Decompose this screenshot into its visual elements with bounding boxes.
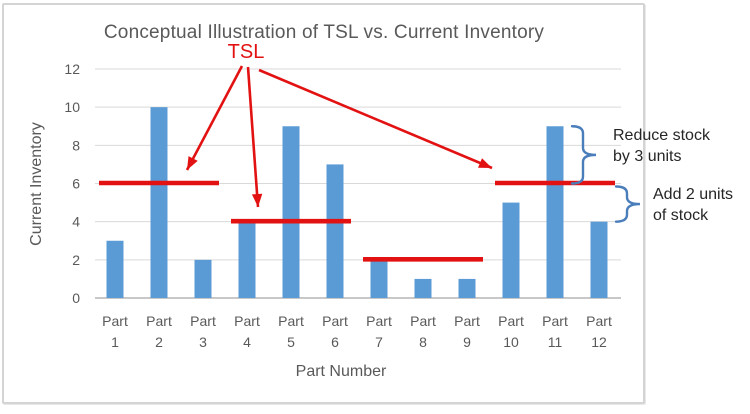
y-tick-label-8: 8 bbox=[72, 137, 80, 153]
x-tick-label-4-num: 4 bbox=[243, 334, 251, 350]
x-tick-label-1-word: Part bbox=[102, 313, 128, 329]
x-tick-label-2-num: 2 bbox=[155, 334, 163, 350]
annotation-brace-1 bbox=[570, 125, 597, 185]
bar-part-8 bbox=[414, 278, 432, 298]
y-tick-label-10: 10 bbox=[64, 99, 80, 115]
x-tick-label-2-word: Part bbox=[146, 313, 172, 329]
annotation-add-line1: Add 2 units bbox=[653, 186, 734, 203]
annotation-reduce-stock: Reduce stock by 3 units bbox=[613, 125, 710, 167]
bar-part-2 bbox=[150, 107, 168, 299]
annotation-brace-2 bbox=[614, 185, 641, 223]
y-tick-label-12: 12 bbox=[64, 61, 80, 77]
y-axis-title: Current Inventory bbox=[28, 122, 45, 246]
chart-frame bbox=[2, 3, 645, 404]
x-tick-label-12-word: Part bbox=[586, 313, 612, 329]
x-tick-label-9-num: 9 bbox=[463, 334, 471, 350]
x-tick-label-7-word: Part bbox=[366, 313, 392, 329]
bar-part-5 bbox=[282, 126, 300, 298]
x-tick-label-8-word: Part bbox=[410, 313, 436, 329]
y-tick-label-2: 2 bbox=[72, 252, 80, 268]
tsl-arrow-3-shaft bbox=[258, 68, 493, 170]
annotation-add-line2: of stock bbox=[653, 207, 709, 224]
bar-part-12 bbox=[590, 221, 608, 298]
bar-part-1 bbox=[106, 240, 124, 298]
bar-part-6 bbox=[326, 164, 344, 298]
tsl-arrow-2-shaft bbox=[246, 66, 260, 208]
x-tick-label-3-word: Part bbox=[190, 313, 216, 329]
tsl-callout-label: TSL bbox=[227, 41, 265, 63]
x-tick-label-7-num: 7 bbox=[375, 334, 383, 350]
x-tick-label-4-word: Part bbox=[234, 313, 260, 329]
annotation-reduce-line2: by 3 units bbox=[613, 148, 682, 165]
x-tick-label-10-num: 10 bbox=[503, 334, 519, 350]
bar-part-3 bbox=[194, 259, 212, 298]
x-tick-label-6-num: 6 bbox=[331, 334, 339, 350]
annotation-add-stock: Add 2 units of stock bbox=[653, 184, 733, 226]
y-tick-label-0: 0 bbox=[72, 290, 80, 306]
bar-part-11 bbox=[546, 126, 564, 298]
tsl-arrow-3-head bbox=[478, 158, 492, 168]
tsl-arrow-1-head bbox=[187, 156, 198, 170]
x-tick-label-12-num: 12 bbox=[591, 334, 607, 350]
bar-part-7 bbox=[370, 259, 388, 298]
y-tick-label-6: 6 bbox=[72, 176, 80, 192]
x-tick-label-11-word: Part bbox=[542, 313, 568, 329]
y-tick-label-4: 4 bbox=[72, 214, 80, 230]
x-tick-label-10-word: Part bbox=[498, 313, 524, 329]
bar-part-10 bbox=[502, 202, 520, 298]
x-tick-label-3-num: 3 bbox=[199, 334, 207, 350]
x-tick-label-11-num: 11 bbox=[548, 334, 563, 350]
annotation-reduce-line1: Reduce stock bbox=[613, 127, 710, 144]
x-tick-label-6-word: Part bbox=[322, 313, 348, 329]
bar-part-9 bbox=[458, 278, 476, 298]
x-tick-label-9-word: Part bbox=[454, 313, 480, 329]
tsl-arrow-1-shaft bbox=[185, 65, 244, 171]
x-tick-label-1-num: 1 bbox=[111, 334, 119, 350]
tsl-arrow-2-head bbox=[251, 193, 263, 207]
bar-part-4 bbox=[238, 221, 256, 298]
chart-title: Conceptual Illustration of TSL vs. Curre… bbox=[103, 22, 545, 43]
x-tick-label-8-num: 8 bbox=[419, 334, 427, 350]
x-tick-label-5-num: 5 bbox=[287, 334, 295, 350]
x-axis-title: Part Number bbox=[295, 363, 387, 380]
x-tick-label-5-word: Part bbox=[278, 313, 304, 329]
